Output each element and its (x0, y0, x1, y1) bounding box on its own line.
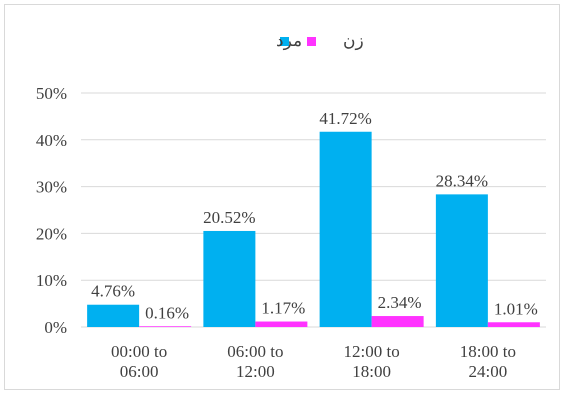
y-tick-label: 20% (36, 224, 67, 243)
bar (371, 316, 424, 327)
y-axis-ticks: 0% 10% 20% 30% 40% 50% (36, 84, 67, 337)
legend-swatch (307, 37, 316, 46)
x-tick-label: 18:00 (352, 362, 391, 381)
bar (487, 322, 540, 327)
data-label: 2.34% (378, 293, 422, 312)
x-tick-label: 06:00 to (227, 342, 283, 361)
legend: مرد زن (276, 31, 364, 51)
x-tick-label: 18:00 to (460, 342, 516, 361)
legend-label: زن (343, 31, 364, 51)
bar (139, 326, 192, 327)
y-tick-label: 0% (44, 318, 67, 337)
bar (203, 230, 256, 327)
y-tick-label: 10% (36, 271, 67, 290)
data-label: 1.17% (261, 299, 305, 318)
y-tick-label: 40% (36, 131, 67, 150)
bars (87, 131, 540, 327)
legend-label: مرد (276, 31, 302, 51)
x-tick-label: 12:00 to (344, 342, 400, 361)
data-label: 41.72% (319, 109, 371, 128)
data-label: 20.52% (203, 208, 255, 227)
x-tick-label: 24:00 (469, 362, 508, 381)
data-label: 1.01% (494, 299, 538, 318)
x-tick-label: 12:00 (236, 362, 275, 381)
y-tick-label: 50% (36, 84, 67, 103)
data-label: 0.16% (145, 303, 189, 322)
data-labels: 4.76% 0.16% 20.52% 1.17% 41.72% 2.34% 28.34% 1.… (91, 109, 538, 323)
legend-swatch (280, 37, 289, 46)
y-tick-label: 30% (36, 178, 67, 197)
bar (319, 131, 372, 327)
bar (87, 304, 140, 327)
x-tick-label: 06:00 (120, 362, 159, 381)
bar (435, 194, 488, 327)
bar (255, 321, 308, 327)
x-tick-label: 00:00 to (111, 342, 167, 361)
data-label: 28.34% (436, 171, 488, 190)
data-label: 4.76% (91, 282, 135, 301)
